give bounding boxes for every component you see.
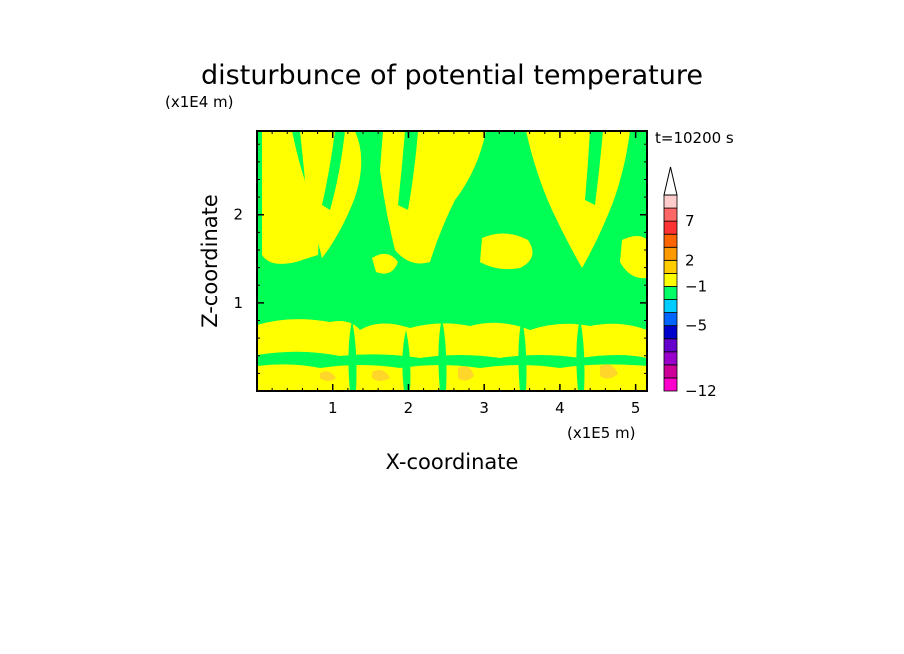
x-axis-title: X-coordinate [386,450,519,474]
colorbar-swatch [663,207,678,222]
colorbar-swatch [663,312,678,327]
colorbar: 7 2 −1 −5 −12 [663,166,717,400]
strand-2 [398,131,418,210]
y-unit-label: (x1E4 m) [165,93,234,111]
colorbar-swatch [663,351,678,366]
x-tick-label: 2 [404,399,414,417]
colorbar-swatch [663,233,678,248]
colorbar-swatch [663,325,678,340]
contour-field [257,131,647,391]
x-tick-label: 5 [631,399,641,417]
x-axis: 1 2 3 4 5 [271,131,641,417]
colorbar-swatch [663,286,678,300]
colorbar-label: −12 [685,382,717,400]
x-tick-label: 1 [328,399,338,417]
colorbar-swatch [663,364,678,379]
y-tick-label: 1 [233,294,243,312]
x-tick-label: 3 [479,399,489,417]
chart-title: disturbunce of potential temperature [201,60,703,91]
green-plumes [348,318,585,391]
y-axis: 12 [233,143,647,374]
colorbar-swatch [663,377,678,392]
colorbar-label: 2 [685,251,695,269]
colorbar-swatch [663,259,678,274]
colorbar-swatch [663,246,678,261]
colorbar-swatch [663,338,678,353]
plot-frame [256,130,648,392]
colorbar-swatch [663,220,678,235]
strand-1 [322,131,345,210]
colorbar-label: 7 [685,212,695,230]
x-unit-label: (x1E5 m) [567,424,636,442]
colorbar-label: −5 [685,317,707,335]
colorbar-swatch [663,194,678,209]
y-axis-title: Z-coordinate [198,194,222,328]
blob-upper-left [262,131,319,264]
strand-3 [585,131,603,205]
blob-small-1 [372,253,398,274]
blob-upper-edge [620,236,647,279]
warm-spots [320,364,618,381]
colorbar-extend-arrow [663,166,678,196]
time-label: t=10200 s [655,129,734,147]
x-tick-label: 4 [555,399,565,417]
colorbar-swatch [663,299,678,313]
colorbar-label: −1 [685,277,707,295]
y-tick-label: 2 [233,206,243,224]
blob-upper-right [526,131,630,268]
colorbar-swatch [663,272,678,287]
blob-upper-mid-right [480,233,533,270]
